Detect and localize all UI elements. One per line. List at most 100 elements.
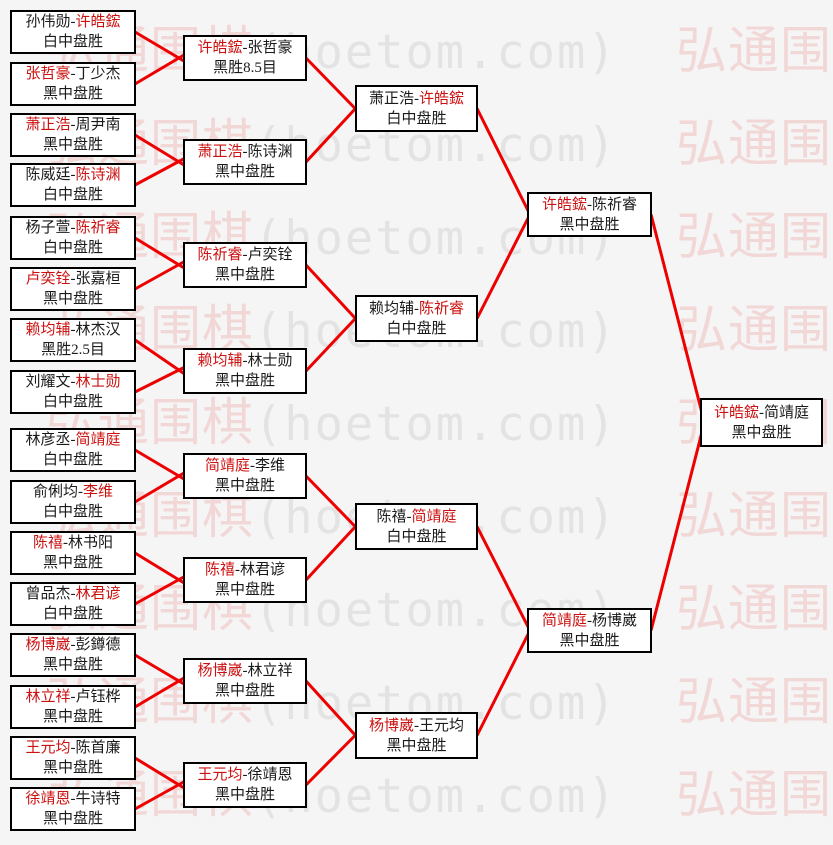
player-name: 陈诗渊 bbox=[75, 167, 121, 183]
player-name: 杨博崴 bbox=[25, 637, 71, 653]
player-name: 陈诗渊 bbox=[247, 144, 293, 160]
player-name: 陈禧 bbox=[32, 535, 63, 551]
name-separator: - bbox=[78, 484, 83, 500]
player-name: 杨博崴 bbox=[592, 612, 638, 629]
match-result: 黑中盘胜 bbox=[559, 216, 620, 233]
match-box: 萧正浩-陈诗渊黑中盘胜 bbox=[183, 139, 307, 185]
name-separator: - bbox=[70, 637, 76, 653]
player-name: 徐靖恩 bbox=[25, 791, 71, 807]
player-name: 林立祥 bbox=[25, 689, 71, 705]
match-box: 杨博崴-林立祥 黑中盘胜 bbox=[183, 658, 307, 704]
connector-line bbox=[134, 363, 190, 394]
match-players: 陈祈睿-卢奕铨 bbox=[185, 245, 305, 265]
watermark-domain: (hoetom.com) bbox=[254, 397, 618, 452]
match-players: 徐靖恩-牛诗特 bbox=[12, 789, 134, 809]
connector-line bbox=[134, 448, 190, 484]
match-players: 俞俐均-李维 bbox=[12, 482, 134, 502]
player-name: 李维 bbox=[83, 484, 114, 500]
match-result: 黑中盘胜 bbox=[42, 760, 103, 776]
match-result: 黑中盘胜 bbox=[42, 709, 103, 725]
match-result: 黑中盘胜 bbox=[559, 632, 620, 649]
watermark-text: 弘通围棋(hoetom.com) bbox=[676, 489, 833, 546]
match-players: 陈禧-林书阳 bbox=[12, 533, 134, 553]
name-separator: - bbox=[414, 90, 419, 107]
match-result: 黑中盘胜 bbox=[731, 424, 792, 441]
player-name: 陈禧 bbox=[204, 562, 235, 578]
name-separator: - bbox=[587, 612, 592, 629]
player-name: 卢奕铨 bbox=[25, 271, 71, 287]
name-separator: - bbox=[70, 740, 76, 756]
connector-line bbox=[649, 214, 708, 429]
match-box: 陈禧-林君谚 黑中盘胜 bbox=[183, 557, 307, 603]
match-players: 林彦丞-简靖庭 bbox=[12, 430, 134, 450]
match-box: 赖均辅-林士勋 黑中盘胜 bbox=[183, 348, 307, 394]
player-name: 简靖庭 bbox=[411, 508, 457, 525]
match-box: 徐靖恩-牛诗特 黑中盘胜 bbox=[10, 787, 136, 831]
match-players: 简靖庭-杨博崴 bbox=[529, 611, 650, 631]
match-result: 黑中盘胜 bbox=[42, 657, 103, 673]
player-name: 简靖庭 bbox=[75, 432, 121, 448]
name-separator: - bbox=[70, 220, 76, 236]
connector-line bbox=[304, 101, 363, 164]
player-name: 陈祈睿 bbox=[75, 220, 121, 236]
player-name: 简靖庭 bbox=[204, 458, 250, 474]
match-players: 杨博崴-林立祥 bbox=[185, 661, 305, 681]
name-separator: - bbox=[587, 196, 592, 213]
name-separator: - bbox=[70, 689, 76, 705]
player-name: 林书阳 bbox=[68, 535, 114, 551]
connector-line bbox=[134, 653, 190, 689]
match-box: 陈威廷-陈诗渊 白中盘胜 bbox=[10, 163, 136, 207]
name-separator: - bbox=[242, 353, 248, 369]
match-players: 杨博崴-王元均 bbox=[357, 716, 476, 736]
match-players: 卢奕铨-张嘉桓 bbox=[12, 269, 134, 289]
player-name: 赖均辅 bbox=[25, 322, 71, 338]
match-box: 许皓鋐-简靖庭 黑中盘胜 bbox=[700, 398, 823, 447]
name-separator: - bbox=[70, 271, 76, 287]
player-name: 曾品杰 bbox=[25, 586, 71, 602]
player-name: 丁少杰 bbox=[75, 66, 121, 82]
player-name: 杨博崴 bbox=[368, 717, 414, 734]
player-name: 萧正浩 bbox=[25, 117, 71, 133]
match-players: 简靖庭-李维 bbox=[185, 456, 305, 476]
connector-line bbox=[134, 50, 190, 86]
name-separator: - bbox=[759, 404, 764, 421]
player-name: 王元均 bbox=[25, 740, 71, 756]
watermark-text: 弘通围棋(hoetom.com) bbox=[676, 675, 833, 732]
watermark-text: 弘通围棋(hoetom.com) bbox=[676, 24, 833, 81]
name-separator: - bbox=[70, 586, 76, 602]
watermark-text: 弘通围棋(hoetom.com) bbox=[676, 768, 833, 825]
player-name: 杨子萱 bbox=[25, 220, 71, 236]
match-result: 白中盘胜 bbox=[42, 452, 103, 468]
watermark-text: 弘通围棋(hoetom.com) bbox=[46, 396, 676, 453]
match-players: 陈禧-林君谚 bbox=[185, 560, 305, 580]
match-box: 简靖庭-杨博崴 黑中盘胜 bbox=[527, 608, 652, 653]
match-players: 赖均辅-林士勋 bbox=[185, 351, 305, 371]
match-players: 孙伟勋-许皓鋐 bbox=[12, 12, 134, 32]
match-box: 萧正浩-许皓鋐 白中盘胜 bbox=[355, 85, 478, 132]
connector-line bbox=[304, 263, 363, 326]
match-result: 白中盘胜 bbox=[42, 606, 103, 622]
match-result: 黑胜2.5目 bbox=[41, 342, 105, 358]
name-separator: - bbox=[70, 322, 76, 338]
match-result: 黑中盘胜 bbox=[214, 164, 275, 180]
match-result: 黑中盘胜 bbox=[214, 478, 275, 494]
match-box: 杨子萱-陈祈睿 白中盘胜 bbox=[10, 216, 136, 260]
player-name: 杨博崴 bbox=[197, 663, 243, 679]
player-name: 陈威廷 bbox=[25, 167, 71, 183]
match-players: 萧正浩-周尹南 bbox=[12, 115, 134, 135]
connector-line bbox=[304, 679, 363, 743]
match-players: 萧正浩-许皓鋐 bbox=[357, 89, 476, 109]
watermark-brand: 弘通围棋 bbox=[676, 768, 833, 824]
player-name: 周尹南 bbox=[75, 117, 121, 133]
name-separator: - bbox=[242, 144, 248, 160]
match-players: 萧正浩-陈诗渊 bbox=[185, 142, 305, 162]
match-players: 许皓鋐-陈祈睿 bbox=[529, 195, 650, 215]
match-result: 白中盘胜 bbox=[386, 110, 447, 127]
player-name: 萧正浩 bbox=[197, 144, 243, 160]
name-separator: - bbox=[70, 167, 76, 183]
watermark-domain: (hoetom.com) bbox=[254, 25, 618, 80]
player-name: 陈祈睿 bbox=[197, 247, 243, 263]
match-box: 杨博崴-王元均 黑中盘胜 bbox=[355, 712, 478, 759]
